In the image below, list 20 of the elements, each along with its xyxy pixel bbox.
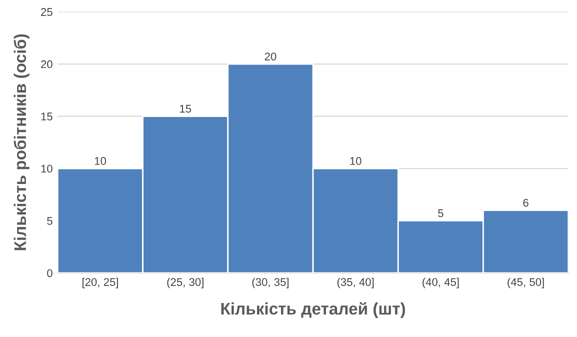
y-tick-label: 15 [41,112,52,120]
y-tick-label: 0 [47,269,52,278]
data-label: 10 [350,157,362,165]
data-label: 10 [94,157,106,165]
y-axis-title: Кількість робітників (осіб) [14,34,30,250]
x-tick-label: (40, 45] [422,278,459,288]
y-tick-label: 25 [41,8,52,16]
y-tick-label: 20 [41,60,52,68]
data-label: 15 [180,104,192,113]
x-tick-label: (45, 50] [508,278,544,288]
y-tick-label: 10 [41,164,52,173]
x-tick-label: (35, 40] [337,278,374,288]
y-tick-label: 5 [47,217,52,225]
x-tick-label: [20, 25] [82,278,118,288]
x-axis-title: Кількість деталей (шт) [221,302,406,318]
data-label: 20 [264,52,276,60]
x-tick-label: (30, 35] [252,278,289,288]
data-label: 6 [523,198,528,207]
data-label: 5 [438,209,444,218]
x-tick-label: (25, 30] [167,278,204,288]
